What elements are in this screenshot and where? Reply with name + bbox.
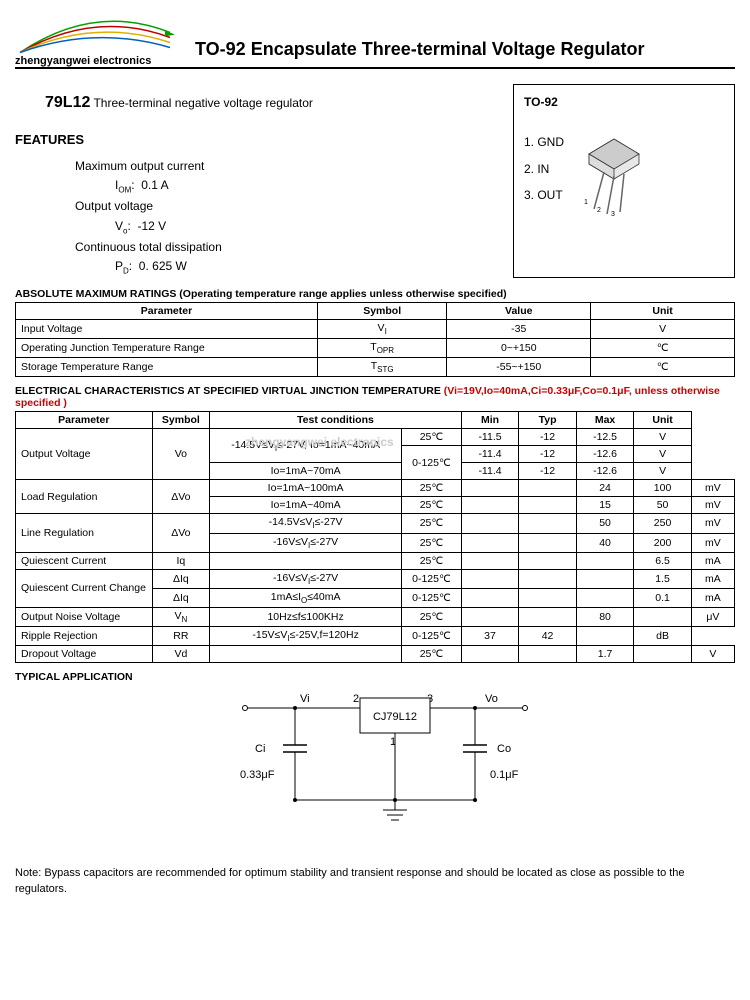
table-header-row: Parameter Symbol Value Unit	[16, 303, 735, 320]
app-heading: TYPICAL APPLICATION	[15, 671, 133, 683]
table-header-row: ParameterSymbolTest conditionsMinTypMaxU…	[16, 412, 735, 429]
feature-value: IOM: 0.1 A	[75, 176, 493, 197]
circuit-diagram: Vi 2 3 Vo CJ79L12 1 Ci 0.33μF Co 0.1μF	[185, 690, 565, 840]
header: zhengyangwei electronics TO-92 Encapsula…	[15, 15, 735, 69]
feature-value: Vo: -12 V	[75, 217, 493, 238]
footnote: Note: Bypass capacitors are recommended …	[15, 865, 735, 898]
table-row: Ripple RejectionRR-15V≤VI≤-25V,f=120Hz0-…	[16, 626, 735, 645]
table-row: Quiescent Current ChangeΔIq-16V≤VI≤-27V0…	[16, 569, 735, 588]
table-row: Load RegulationΔVoIo=1mA~100mA25℃24100mV	[16, 480, 735, 497]
col-value: Value	[447, 303, 591, 320]
table-row: Output Noise VoltageVN10Hz≤f≤100KHz25℃80…	[16, 607, 735, 626]
features-heading: FEATURES	[15, 132, 493, 147]
table-row: Input VoltageVI-35V	[16, 320, 735, 339]
col-unit: Unit	[591, 303, 735, 320]
product-row: 79L12 Three-terminal negative voltage re…	[15, 84, 735, 278]
elec-heading-text: ELECTRICAL CHARACTERISTICS AT SPECIFIED …	[15, 385, 444, 397]
col-symbol: Symbol	[317, 303, 446, 320]
part-description: Three-terminal negative voltage regulato…	[93, 96, 312, 110]
table-row: Storage Temperature RangeTSTG-55~+150℃	[16, 358, 735, 377]
label-vo: Vo	[485, 693, 498, 705]
to92-icon: 1 2 3	[564, 119, 654, 219]
ratings-table: Parameter Symbol Value Unit Input Voltag…	[15, 302, 735, 377]
logo-text: zhengyangwei electronics	[15, 55, 151, 67]
svg-text:2: 2	[353, 693, 359, 705]
feature-item: Continuous total dissipation	[75, 238, 493, 257]
package-pins: 1. GND 2. IN 3. OUT	[524, 129, 564, 208]
features-list: Maximum output current IOM: 0.1 A Output…	[45, 157, 493, 278]
pin-label: 1. GND	[524, 129, 564, 155]
page-title: TO-92 Encapsulate Three-terminal Voltage…	[195, 39, 735, 65]
electrical-heading: ELECTRICAL CHARACTERISTICS AT SPECIFIED …	[15, 385, 735, 409]
table-row: Line RegulationΔVo-14.5V≤VI≤-27V25℃50250…	[16, 514, 735, 533]
svg-text:1: 1	[584, 199, 588, 206]
table-row: Dropout VoltageVd25℃1.7V	[16, 645, 735, 662]
ratings-heading: ABSOLUTE MAXIMUM RATINGS (Operating temp…	[15, 288, 735, 300]
label-co: Co	[497, 743, 511, 755]
label-co-val: 0.1μF	[490, 769, 519, 781]
svg-text:2: 2	[597, 207, 601, 214]
table-row: Operating Junction Temperature RangeTOPR…	[16, 339, 735, 358]
package-diagram: TO-92 1. GND 2. IN 3. OUT 1 2 3	[513, 84, 735, 278]
electrical-table: ParameterSymbolTest conditionsMinTypMaxU…	[15, 411, 735, 663]
label-ci-val: 0.33μF	[240, 769, 275, 781]
pin-label: 2. IN	[524, 156, 564, 182]
feature-item: Output voltage	[75, 197, 493, 216]
table-row: Output VoltageVo-14.5V≤VI≤-27V, Io=1mA~4…	[16, 429, 735, 446]
feature-item: Maximum output current	[75, 157, 493, 176]
pin-label: 3. OUT	[524, 182, 564, 208]
part-number: 79L12	[45, 94, 90, 111]
label-ci: Ci	[255, 743, 265, 755]
chip-label: CJ79L12	[373, 711, 417, 723]
svg-text:3: 3	[611, 211, 615, 218]
feature-value: PD: 0. 625 W	[75, 257, 493, 278]
logo: zhengyangwei electronics	[15, 15, 175, 65]
col-param: Parameter	[16, 303, 318, 320]
label-vi: Vi	[300, 693, 310, 705]
package-title: TO-92	[524, 95, 724, 109]
table-row: Quiescent CurrentIq25℃6.5mA	[16, 552, 735, 569]
